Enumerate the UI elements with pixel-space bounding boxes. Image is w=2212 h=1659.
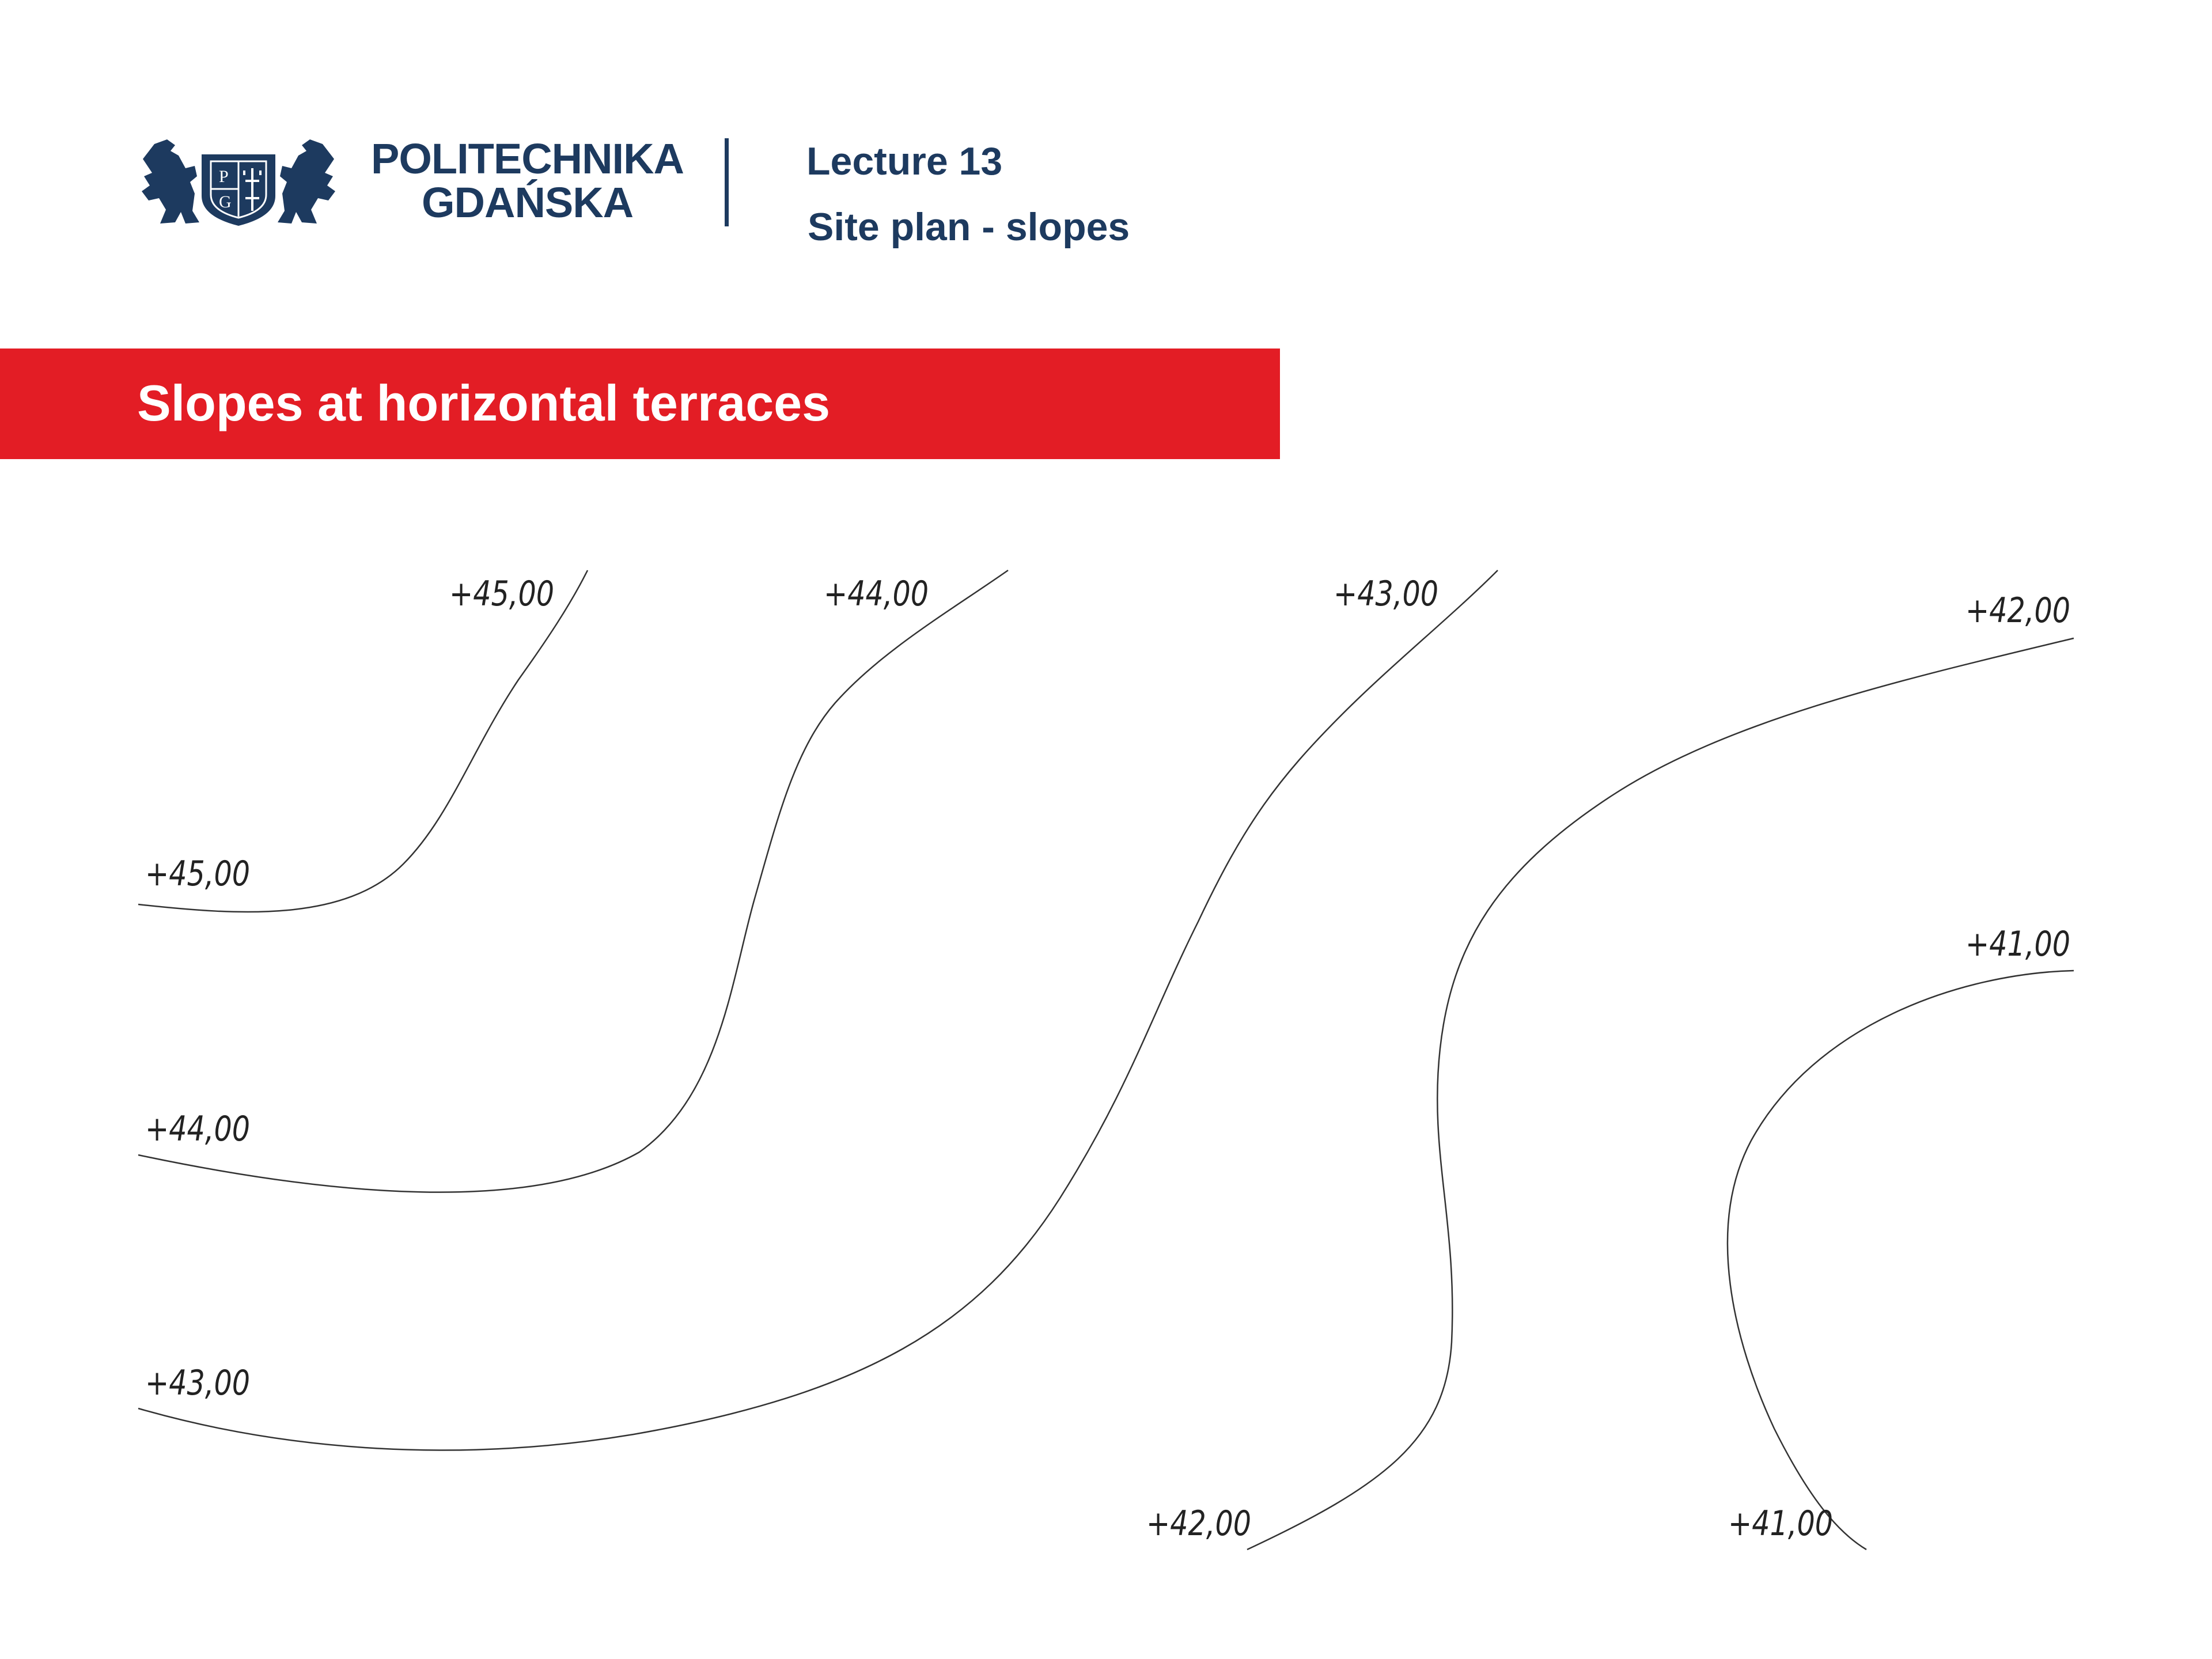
brand-line-2: GDAŃSKA <box>422 179 634 226</box>
contour-43 <box>138 570 1498 1451</box>
brand-line-1: POLITECHNIKA <box>371 135 684 183</box>
slide-title: Slopes at horizontal terraces <box>137 374 831 431</box>
contour-label: +45,00 <box>145 854 251 894</box>
title-band <box>0 349 1280 459</box>
contour-label: +44,00 <box>824 574 929 614</box>
header-divider <box>725 138 729 226</box>
contour-label: +43,00 <box>1334 574 1439 614</box>
contour-label: +44,00 <box>145 1109 251 1149</box>
contour-label: +41,00 <box>1728 1503 1834 1544</box>
lecture-number: Lecture 13 <box>806 139 1003 183</box>
politechnika-gdanska-logo-icon: P G <box>142 139 335 226</box>
contour-41 <box>1726 969 2074 1551</box>
contour-label: +45,00 <box>449 574 555 614</box>
svg-text:P: P <box>219 167 229 186</box>
contour-label: +43,00 <box>145 1363 251 1403</box>
lecture-subtitle: Site plan - slopes <box>808 205 1130 249</box>
contour-42 <box>1247 637 2074 1551</box>
svg-text:G: G <box>219 192 232 211</box>
contour-44 <box>138 569 1009 1193</box>
contour-label: +41,00 <box>1965 924 2071 964</box>
contour-45 <box>138 570 589 913</box>
contour-label: +42,00 <box>1965 590 2071 631</box>
contour-label: +42,00 <box>1146 1503 1252 1544</box>
